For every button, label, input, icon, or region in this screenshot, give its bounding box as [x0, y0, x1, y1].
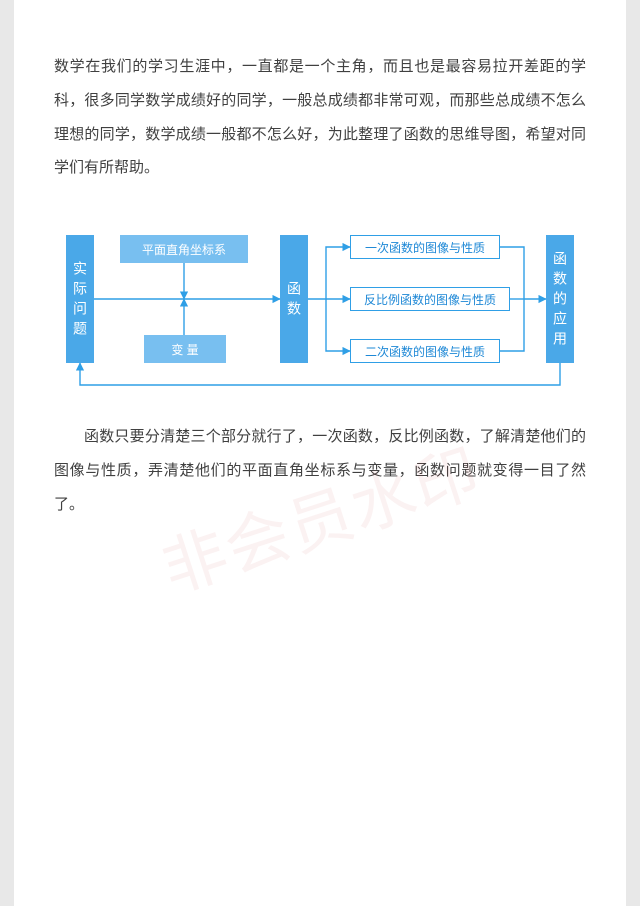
- node-inverse-function: 反比例函数的图像与性质: [350, 287, 510, 311]
- node-label: 实际问题: [70, 261, 90, 341]
- node-quadratic-function: 二次函数的图像与性质: [350, 339, 500, 363]
- node-label: 函数: [284, 281, 304, 321]
- node-label: 变 量: [171, 341, 198, 358]
- node-variable: 变 量: [144, 335, 226, 363]
- document-page: 数学在我们的学习生涯中，一直都是一个主角，而且也是最容易拉开差距的学科，很多同学…: [14, 0, 626, 906]
- summary-paragraph: 函数只要分清楚三个部分就行了，一次函数，反比例函数，了解清楚他们的图像与性质，弄…: [54, 420, 586, 521]
- node-label: 平面直角坐标系: [142, 241, 226, 258]
- node-label: 函数的应用: [550, 251, 570, 351]
- node-application: 函数的应用: [546, 235, 574, 363]
- intro-paragraph: 数学在我们的学习生涯中，一直都是一个主角，而且也是最容易拉开差距的学科，很多同学…: [54, 50, 586, 185]
- flowchart-diagram: 实际问题 平面直角坐标系 变 量 函数 一次函数的图像与性质 反比例函数的图像与…: [54, 213, 586, 398]
- node-coord-system: 平面直角坐标系: [120, 235, 248, 263]
- node-label: 反比例函数的图像与性质: [364, 291, 496, 308]
- node-linear-function: 一次函数的图像与性质: [350, 235, 500, 259]
- node-label: 一次函数的图像与性质: [365, 239, 485, 256]
- node-label: 二次函数的图像与性质: [365, 343, 485, 360]
- node-real-problem: 实际问题: [66, 235, 94, 363]
- node-function: 函数: [280, 235, 308, 363]
